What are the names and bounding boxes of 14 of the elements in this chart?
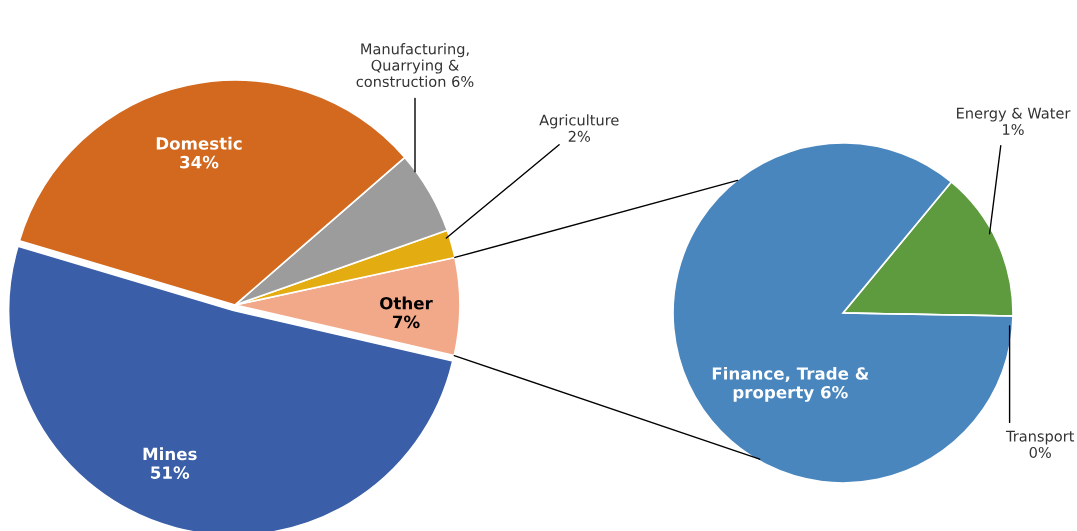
data-label: 2% <box>568 130 591 142</box>
slice-label: Manufacturing, Quarrying & construction 6% <box>356 43 474 88</box>
slice-label: Agriculture <box>539 114 619 129</box>
data-label: 34% <box>180 155 219 169</box>
slice-label: Domestic <box>156 136 242 150</box>
slice-label: Other <box>380 296 433 310</box>
data-label: 51% <box>151 466 190 479</box>
data-label: 7% <box>392 315 420 329</box>
slice-label: Finance, Trade & property 6% <box>712 366 869 402</box>
data-label: 1% <box>1003 123 1024 135</box>
slice-label: Energy & Water <box>957 107 1071 122</box>
text: 0% <box>1029 446 1051 458</box>
category-label: Transport <box>1005 430 1075 445</box>
slice-label: Mines <box>143 447 197 461</box>
